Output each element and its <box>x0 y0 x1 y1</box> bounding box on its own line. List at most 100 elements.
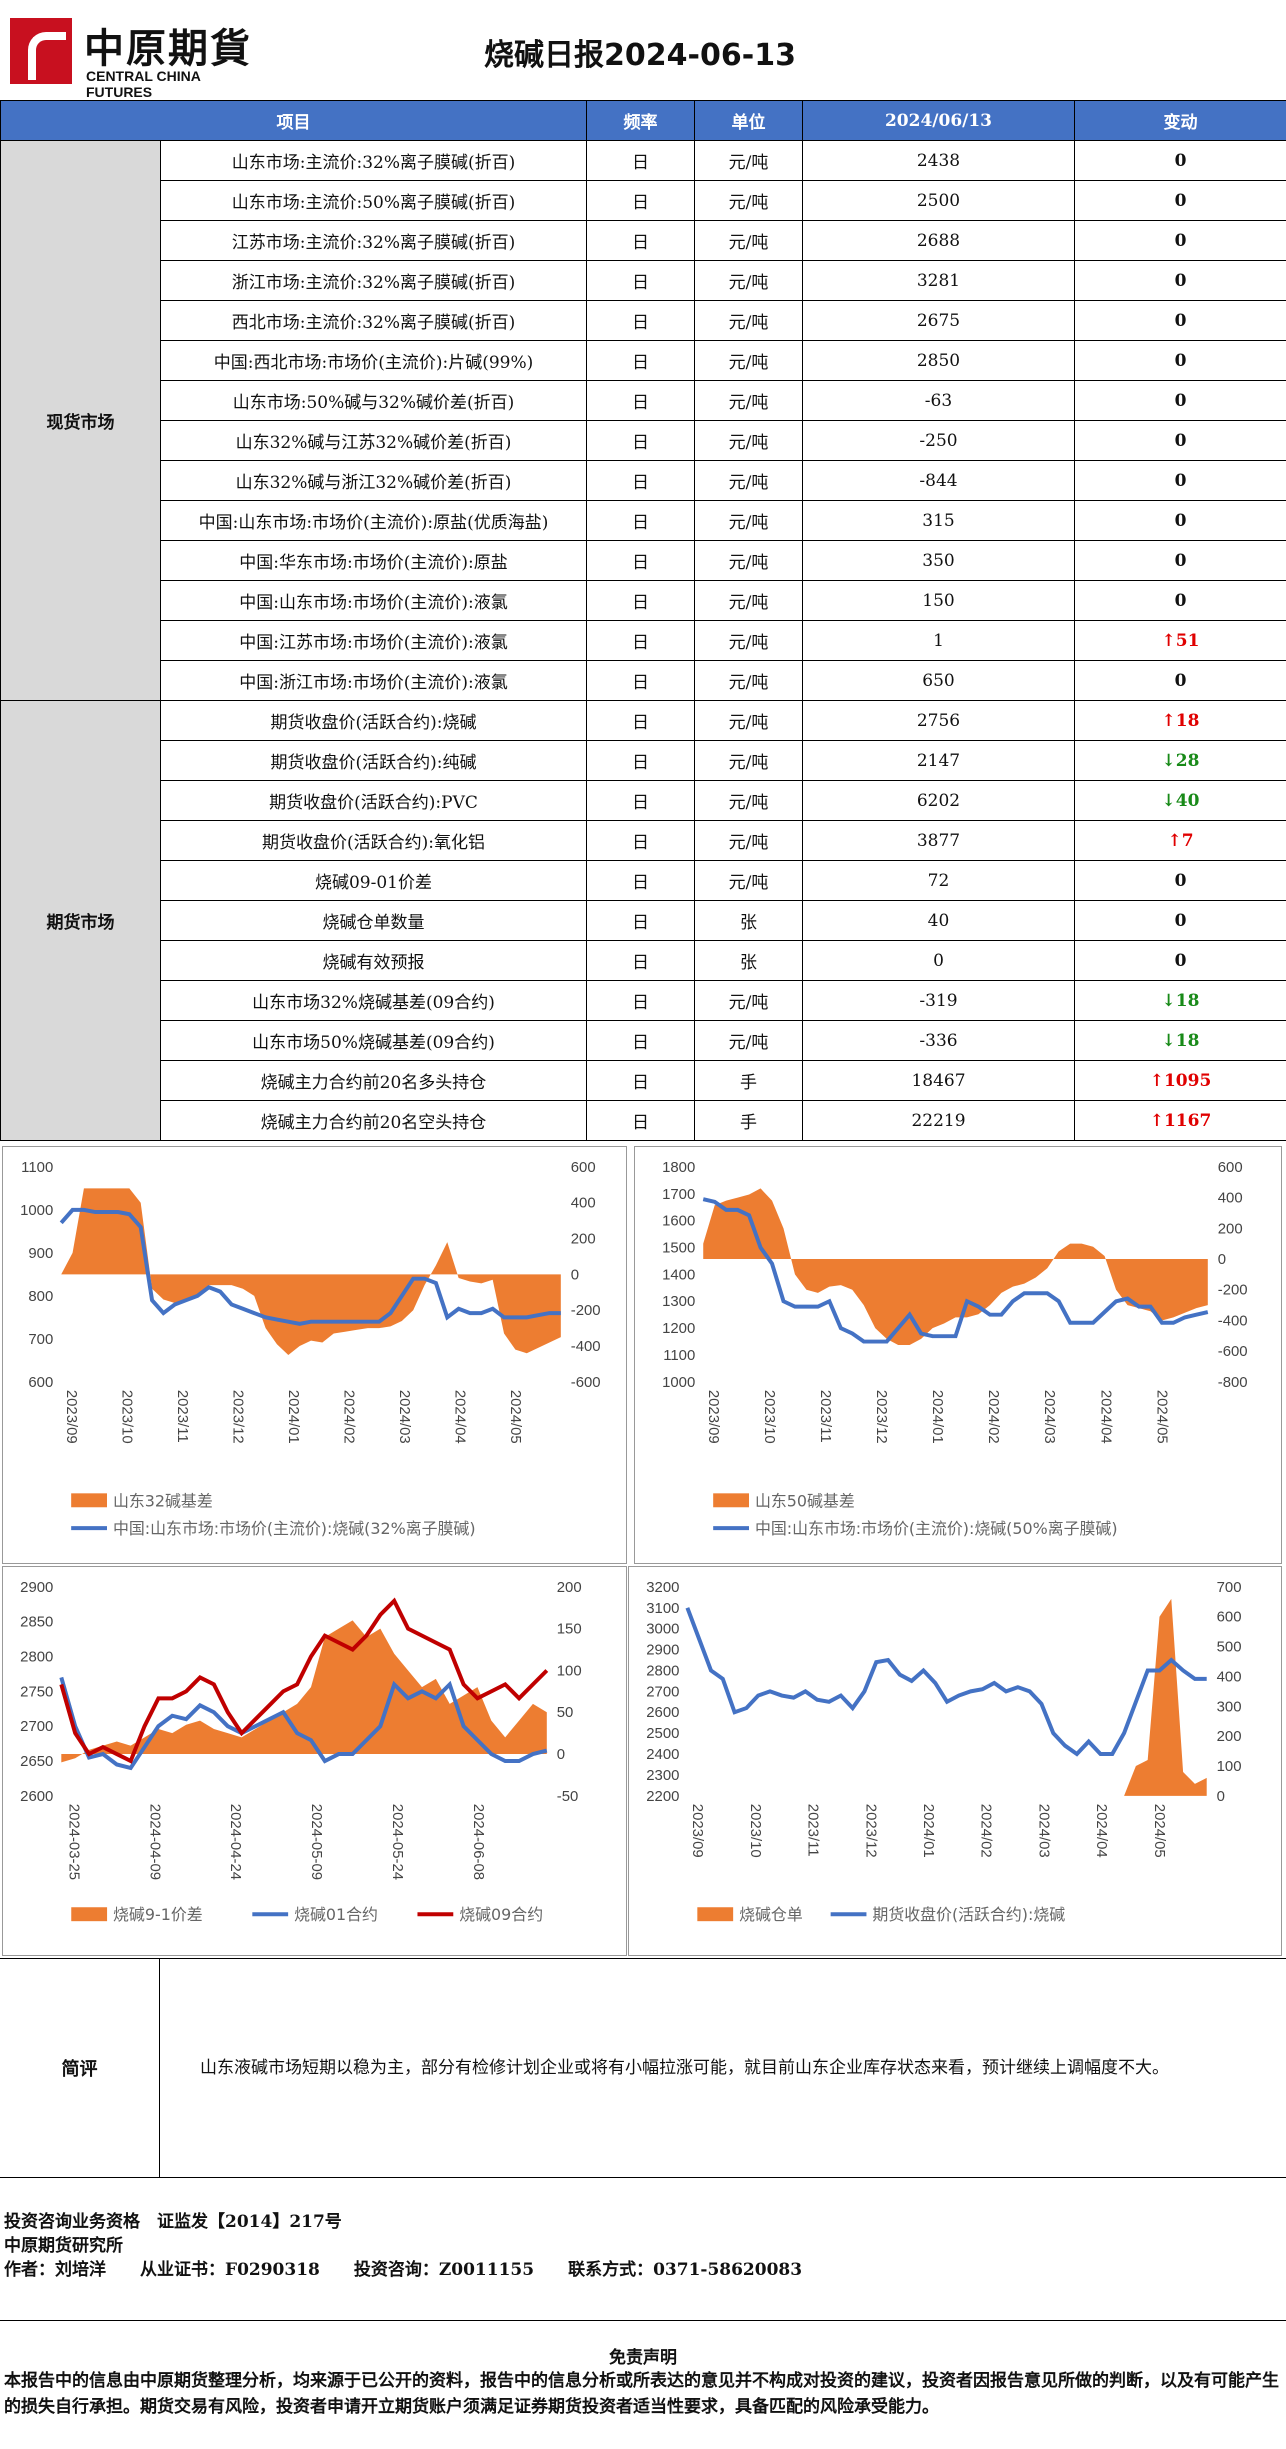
row-value: -250 <box>802 420 1075 461</box>
row-unit: 元/吨 <box>694 340 803 381</box>
row-freq: 日 <box>586 660 695 701</box>
row-value: 1 <box>802 620 1075 661</box>
table-row: 山东32%碱与江苏32%碱价差(折百) 日元/吨 -250 0 <box>1 420 1286 461</box>
row-freq: 日 <box>586 900 695 941</box>
arrow-down-icon: ↓ <box>1161 750 1176 771</box>
row-change: 0 <box>1074 180 1286 221</box>
change-value: 1095 <box>1163 1070 1212 1091</box>
row-item: 山东市场32%烧碱基差(09合约) <box>160 980 587 1021</box>
y-tick-label: 800 <box>28 1288 53 1305</box>
x-tick-label: 2024-04-09 <box>146 1804 163 1880</box>
table-row: 中国:华东市场:市场价(主流价):原盐日元/吨 350 0 <box>1 540 1286 581</box>
y2-tick-label: 100 <box>557 1662 582 1679</box>
col-freq: 频率 <box>586 100 695 141</box>
row-value: 40 <box>802 900 1075 941</box>
table-row: 山东32%碱与浙江32%碱价差(折百) 日元/吨 -844 0 <box>1 460 1286 501</box>
table-row: 中国:浙江市场:市场价(主流价):液氯日元/吨 650 0 <box>1 660 1286 701</box>
table-row: 期货市场 期货收盘价(活跃合约):烧碱日元/吨 2756 ↑18 <box>0 700 1286 1141</box>
row-item: 中国:山东市场:市场价(主流价):液氯 <box>160 580 587 621</box>
charts-area: 600 700 800 900 1000 1100 -600 -400 -200 0 200 400 6… <box>0 1142 1286 1962</box>
row-item: 山东市场:50%碱与32%碱价差(折百) <box>160 380 587 421</box>
row-unit: 元/吨 <box>694 620 803 661</box>
change-value: 18 <box>1175 1030 1200 1051</box>
y2-tick-label: 0 <box>571 1266 579 1283</box>
x-tick-label: 2024/01 <box>929 1390 946 1444</box>
change-value: 0 <box>1174 390 1187 411</box>
y2-tick-label: 600 <box>1217 1609 1242 1626</box>
row-item: 中国:江苏市场:市场价(主流价):液氯 <box>160 620 587 661</box>
row-item: 山东32%碱与浙江32%碱价差(折百) <box>160 460 587 501</box>
y-tick-label: 2600 <box>646 1704 679 1721</box>
y2-tick-label: 400 <box>1217 1668 1242 1685</box>
legend-swatch <box>713 1493 750 1508</box>
table-header: 项目 频率 单位 2024/06/13 变动 <box>0 100 1286 141</box>
row-item: 西北市场:主流价:32%离子膜碱(折百) <box>160 300 587 341</box>
row-freq: 日 <box>586 300 695 341</box>
row-freq: 日 <box>586 460 695 501</box>
row-freq: 日 <box>586 260 695 301</box>
series-area <box>61 1188 561 1355</box>
row-item: 烧碱09-01价差 <box>160 860 587 901</box>
row-change: ↓18 <box>1074 980 1286 1021</box>
x-tick-label: 2024/02 <box>985 1390 1002 1444</box>
row-item: 烧碱主力合约前20名多头持仓 <box>160 1060 587 1101</box>
table-row: 期货收盘价(活跃合约):氧化铝日元/吨 3877 ↑7 <box>1 820 1286 861</box>
comment-label: 简评 <box>0 1959 160 2177</box>
y2-tick-label: 600 <box>571 1159 596 1176</box>
arrow-up-icon: ↑ <box>1149 1070 1164 1091</box>
y-tick-label: 2700 <box>646 1683 679 1700</box>
row-change: 0 <box>1074 140 1286 181</box>
disclaimer-title: 免责声明 <box>609 2348 677 2368</box>
row-unit: 元/吨 <box>694 140 803 181</box>
legend-label: 烧碱仓单 <box>739 1905 803 1924</box>
col-unit: 单位 <box>694 100 803 141</box>
row-value: 2500 <box>802 180 1075 221</box>
comment-text: 山东液碱市场短期以稳为主，部分有检修计划企业或将有小幅拉涨可能，就目前山东企业库… <box>200 2058 1169 2078</box>
y-tick-label: 700 <box>28 1331 53 1348</box>
y-tick-label: 2200 <box>646 1788 679 1805</box>
series-area <box>703 1188 1208 1346</box>
table-row: 山东市场50%烧碱基差(09合约) 日元/吨 -336 ↓18 <box>1 1020 1286 1061</box>
change-value: 0 <box>1174 590 1187 611</box>
x-tick-label: 2024/05 <box>507 1390 524 1444</box>
series-line <box>685 1607 1207 1757</box>
row-freq: 日 <box>586 1060 695 1101</box>
logo-cn: 中原期貨 <box>84 26 252 72</box>
row-change: 0 <box>1074 860 1286 901</box>
row-unit: 元/吨 <box>694 860 803 901</box>
row-freq: 日 <box>586 860 695 901</box>
x-tick-label: 2024-03-25 <box>65 1804 82 1880</box>
y-tick-label: 1600 <box>662 1213 695 1230</box>
row-unit: 元/吨 <box>694 540 803 581</box>
row-unit: 元/吨 <box>694 980 803 1021</box>
legend-label: 烧碱09合约 <box>459 1905 543 1924</box>
y2-tick-label: -600 <box>571 1374 601 1391</box>
y-tick-label: 3200 <box>646 1579 679 1596</box>
row-unit: 手 <box>694 1100 803 1141</box>
row-change: ↑18 <box>1074 700 1286 741</box>
row-unit: 元/吨 <box>694 300 803 341</box>
row-change: 0 <box>1074 340 1286 381</box>
change-value: 0 <box>1174 550 1187 571</box>
row-freq: 日 <box>586 740 695 781</box>
y-tick-label: 2900 <box>646 1642 679 1659</box>
table-row: 烧碱主力合约前20名多头持仓日手 18467 ↑1095 <box>1 1060 1286 1101</box>
x-tick-label: 2023/11 <box>174 1390 191 1443</box>
arrow-up-icon: ↑ <box>1149 1110 1164 1131</box>
row-unit: 元/吨 <box>694 740 803 781</box>
x-tick-label: 2024-05-09 <box>308 1804 325 1880</box>
x-tick-label: 2024/02 <box>340 1390 357 1444</box>
row-value: 6202 <box>802 780 1075 821</box>
change-value: 18 <box>1175 990 1200 1011</box>
change-value: 0 <box>1174 310 1187 331</box>
y2-tick-label: 200 <box>571 1231 596 1248</box>
legend-label: 烧碱01合约 <box>294 1905 378 1924</box>
section-label: 期货市场 <box>0 700 161 1141</box>
row-change: 0 <box>1074 900 1286 941</box>
series-line <box>59 1207 561 1326</box>
y-tick-label: 1400 <box>662 1266 695 1283</box>
change-value: 18 <box>1175 710 1200 731</box>
y-tick-label: 3000 <box>646 1621 679 1638</box>
y2-tick-label: -200 <box>571 1302 601 1319</box>
row-change: 0 <box>1074 580 1286 621</box>
